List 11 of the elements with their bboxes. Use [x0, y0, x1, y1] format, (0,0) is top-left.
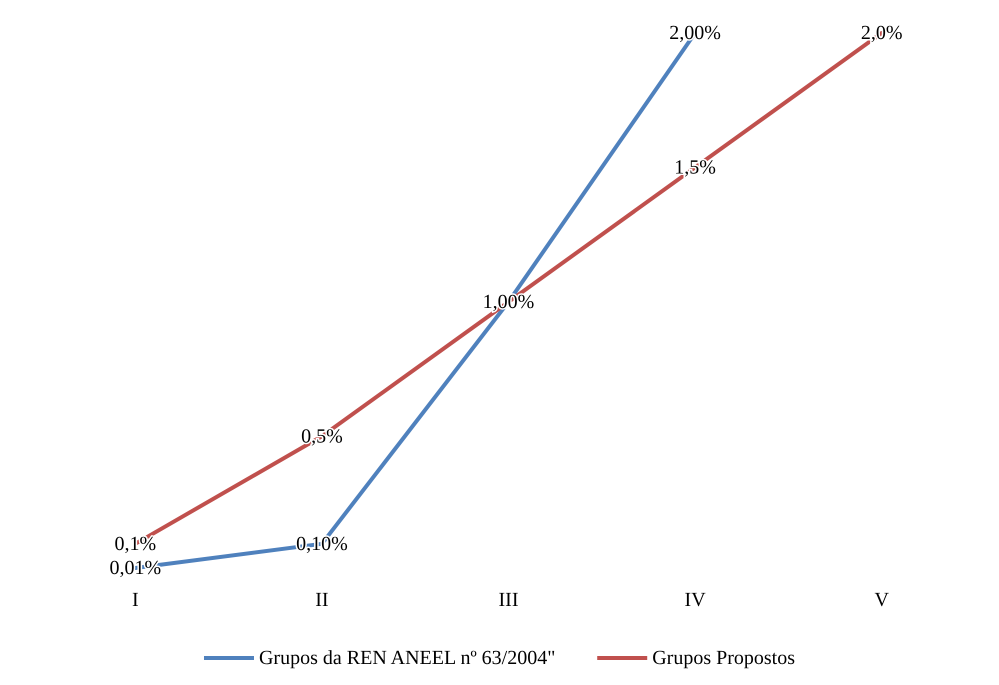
x-tick-label: V: [874, 589, 890, 611]
data-label: 0,01%: [109, 557, 162, 579]
x-tick-label: IV: [684, 589, 706, 611]
x-tick-label: III: [498, 589, 518, 611]
data-label: 0,1%: [114, 532, 156, 555]
legend-label: Grupos da REN ANEEL nº 63/2004": [258, 647, 556, 669]
data-label: 2,0%: [860, 22, 903, 44]
legend-label: Grupos Propostos: [652, 647, 796, 669]
x-tick-label: I: [132, 589, 139, 611]
x-tick-label: II: [315, 589, 329, 611]
data-label: 2,00%: [669, 22, 721, 44]
